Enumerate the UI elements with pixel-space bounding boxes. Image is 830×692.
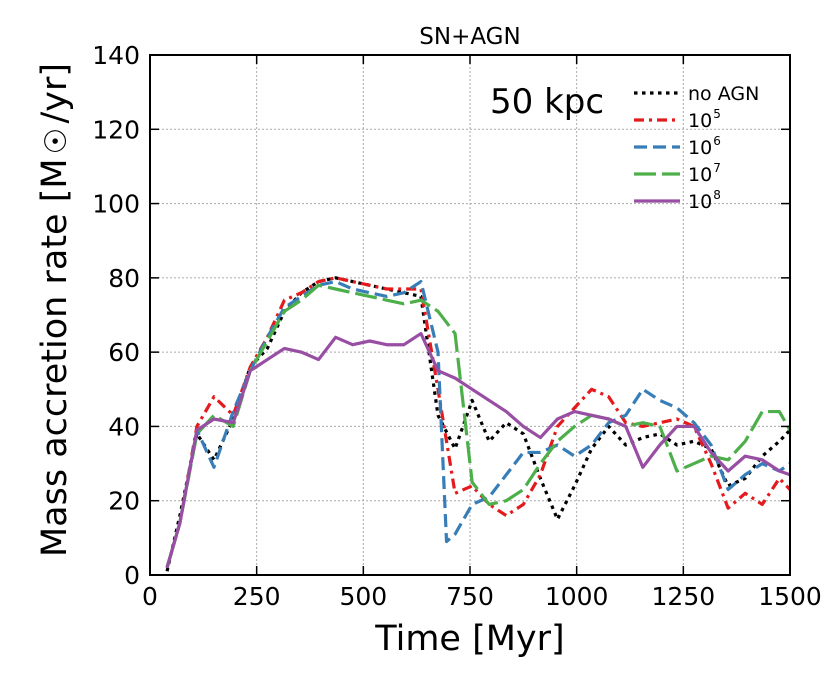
y-tick-label: 20 [108,487,140,516]
series-line [165,283,792,569]
legend-label-exponent: 6 [713,134,721,148]
y-tick-label: 140 [92,41,140,70]
legend-label: 105 [688,107,721,132]
distance-annotation: 50 kpc [490,82,604,122]
legend-label-exponent: 8 [713,188,721,202]
series-line [165,276,792,569]
x-tick-label: 1000 [545,582,609,611]
sun-symbol-icon: ☉ [39,128,74,155]
y-axis-title: Mass accretion rate [M ☉ /yr] [35,63,75,557]
x-tick-label: 250 [233,582,281,611]
y-tick-label: 0 [124,561,140,590]
x-axis-title: Time [Myr] [374,619,564,659]
legend-label: no AGN [688,83,759,105]
y-tick-label: 100 [92,190,140,219]
legend-label-exponent: 7 [713,161,721,175]
legend-label-base: no AGN [688,83,759,105]
x-tick-label: 1500 [758,582,822,611]
legend-label: 107 [688,161,721,186]
chart-title: SN+AGN [419,24,520,50]
grid [150,55,790,575]
legend-label-base: 10 [688,137,712,159]
x-tick-label: 0 [142,582,158,611]
legend-label-base: 10 [688,110,712,132]
legend-label-base: 10 [688,191,712,213]
y-tick-label: 80 [108,264,140,293]
legend-label-base: 10 [688,164,712,186]
y-axis-title-suffix: /yr] [35,63,75,124]
y-axis-title-prefix: Mass accretion rate [M [35,158,75,557]
series-line [165,279,791,569]
x-tick-label: 750 [446,582,494,611]
x-tick-label: 1250 [652,582,716,611]
x-tick-label: 500 [339,582,387,611]
y-tick-label: 60 [108,338,140,367]
y-tick-label: 120 [92,115,140,144]
series-line [165,331,791,569]
legend-label-exponent: 5 [713,107,721,121]
legend-label: 106 [688,134,721,159]
legend-label: 108 [688,188,721,213]
y-tick-label: 40 [108,412,140,441]
series-lines [165,276,792,572]
axis-ticks: 0 250 500 750 1000 1250 1500 0 20 40 60 80 100 120 140 [92,41,822,611]
series-line [165,276,792,572]
